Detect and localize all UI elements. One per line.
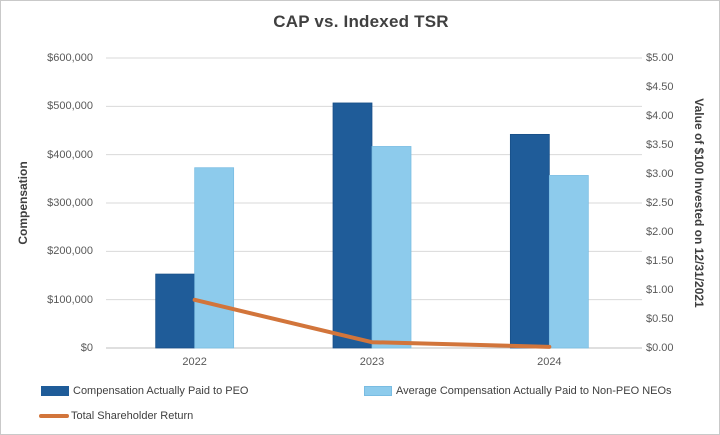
right-tick-label: $2.50 (646, 197, 674, 209)
right-tick-label: $1.00 (646, 284, 674, 296)
tsr-line-swatch (39, 414, 69, 418)
legend-item-nonpeo: Average Compensation Actually Paid to No… (364, 384, 672, 398)
legend-label-nonpeo: Average Compensation Actually Paid to No… (396, 385, 672, 397)
left-tick-label: $0 (80, 342, 93, 354)
bar-peo-2024 (509, 133, 550, 349)
bar-nonpeo-2022 (194, 167, 235, 349)
bar-peo-2022 (155, 273, 196, 349)
right-tick-label: $5.00 (646, 52, 674, 64)
right-tick-label: $0.00 (646, 342, 674, 354)
x-tick-label: 2022 (182, 356, 207, 368)
bar-nonpeo-2024 (548, 175, 589, 349)
left-tick-label: $600,000 (47, 52, 93, 64)
x-tick-label: 2023 (359, 356, 385, 368)
chart-title: CAP vs. Indexed TSR (273, 12, 449, 31)
legend-item-peo: Compensation Actually Paid to PEO (41, 384, 248, 398)
right-tick-label: $3.50 (646, 139, 674, 151)
right-tick-label: $2.00 (646, 226, 674, 238)
left-tick-label: $500,000 (47, 100, 93, 113)
legend-label-peo: Compensation Actually Paid to PEO (73, 385, 249, 397)
right-tick-label: $3.00 (646, 168, 674, 180)
x-tick-label: 2024 (537, 356, 562, 368)
bar-nonpeo-2023 (371, 146, 412, 349)
left-tick-label: $100,000 (47, 293, 93, 306)
legend-label-tsr: Total Shareholder Return (71, 410, 194, 422)
right-tick-label: $1.50 (646, 255, 674, 267)
left-tick-label: $400,000 (47, 148, 93, 161)
tsr-line (192, 297, 552, 349)
peo-bar-swatch (41, 386, 69, 396)
right-tick-label: $4.50 (646, 81, 674, 93)
nonpeo-bar-swatch (364, 386, 392, 396)
legend-item-tsr: Total Shareholder Return (39, 409, 193, 423)
right-tick-label: $0.50 (646, 313, 674, 325)
bar-peo-2023 (332, 102, 373, 349)
left-tick-label: $300,000 (47, 197, 93, 209)
right-tick-label: $4.00 (646, 110, 674, 122)
left-tick-label: $200,000 (47, 245, 93, 258)
